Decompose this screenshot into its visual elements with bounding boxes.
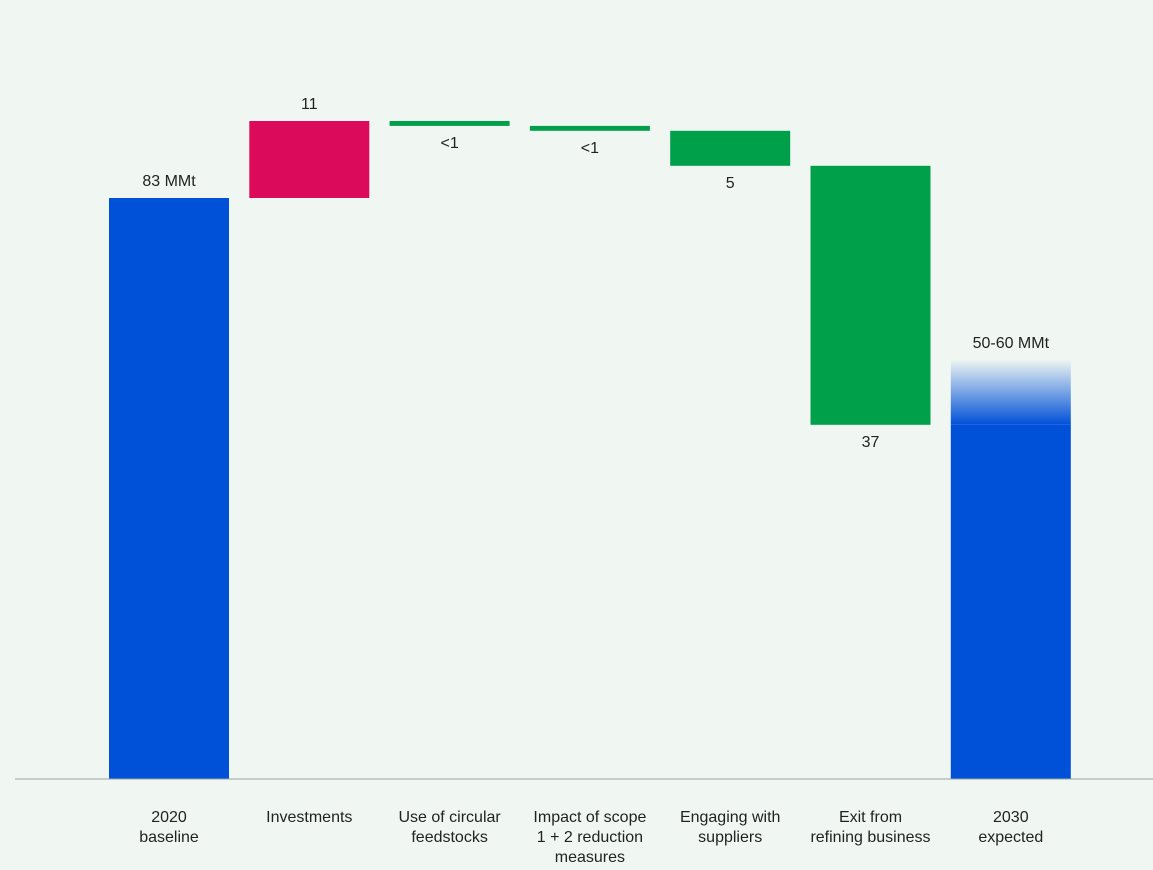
value-label-3: <1 — [581, 140, 599, 157]
value-label-1: 11 — [301, 96, 318, 113]
bar-5 — [810, 165, 931, 425]
category-label-3: Impact of scope 1 + 2 reduction measures — [533, 809, 646, 866]
category-label-2: Use of circular feedstocks — [398, 809, 501, 846]
bar-4 — [670, 130, 791, 166]
bar-range-6 — [950, 359, 1071, 425]
value-label-5: 37 — [862, 434, 880, 451]
bar-3 — [529, 125, 650, 131]
bars-group — [109, 121, 1071, 779]
category-label-0: 2020 baseline — [139, 809, 199, 846]
value-label-6: 50-60 MMt — [973, 335, 1050, 352]
category-labels-group: 2020 baseline Investments Use of circular fe… — [139, 809, 1043, 866]
bar-6 — [950, 424, 1071, 779]
bar-2 — [389, 121, 510, 126]
bar-1 — [249, 121, 370, 198]
value-label-2: <1 — [440, 135, 458, 152]
value-labels-group: 83 MMt 11 <1 <1 5 37 50-60 MMt — [142, 96, 1049, 451]
value-label-4: 5 — [726, 175, 735, 192]
bar-0 — [109, 198, 229, 779]
category-label-5: Exit from refining business — [810, 809, 930, 846]
category-label-6: 2030 expected — [978, 809, 1043, 846]
value-label-0: 83 MMt — [142, 173, 196, 190]
category-label-4: Engaging with suppliers — [680, 809, 781, 846]
category-label-1: Investments — [266, 809, 352, 826]
